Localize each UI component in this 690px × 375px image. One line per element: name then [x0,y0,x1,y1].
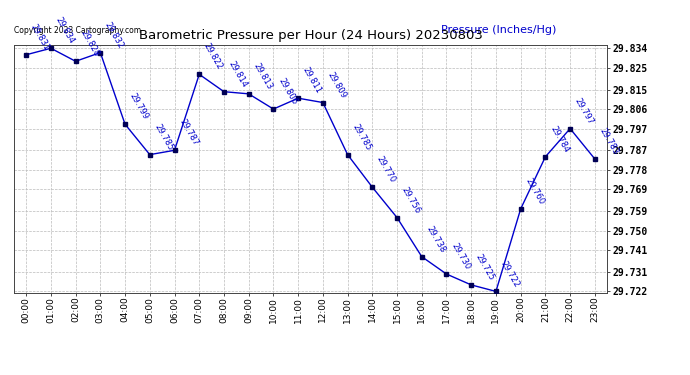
Text: 29.834: 29.834 [54,16,76,45]
Text: 29.828: 29.828 [79,29,101,58]
Text: 29.756: 29.756 [400,185,422,215]
Text: 29.811: 29.811 [301,66,323,95]
Text: 29.787: 29.787 [177,118,199,147]
Text: 29.806: 29.806 [276,76,299,106]
Text: 29.831: 29.831 [29,22,51,52]
Text: 29.813: 29.813 [251,62,274,91]
Text: 29.770: 29.770 [375,155,397,184]
Text: 29.822: 29.822 [202,42,224,72]
Text: 29.785: 29.785 [351,122,373,152]
Text: 29.832: 29.832 [103,20,126,50]
Text: 29.799: 29.799 [128,92,150,122]
Title: Barometric Pressure per Hour (24 Hours) 20230803: Barometric Pressure per Hour (24 Hours) … [139,30,482,42]
Text: 29.760: 29.760 [524,176,546,206]
Text: 29.797: 29.797 [573,96,595,126]
Text: Pressure (Inches/Hg): Pressure (Inches/Hg) [441,25,556,35]
Text: 29.725: 29.725 [474,252,496,282]
Text: 29.738: 29.738 [424,224,447,254]
Text: 29.784: 29.784 [548,124,571,154]
Text: 29.783: 29.783 [598,126,620,156]
Text: Copyright 2023 Cartography.com: Copyright 2023 Cartography.com [14,26,141,35]
Text: 29.809: 29.809 [326,70,348,100]
Text: 29.730: 29.730 [449,242,472,271]
Text: 29.814: 29.814 [227,59,249,89]
Text: 29.785: 29.785 [152,122,175,152]
Text: 29.722: 29.722 [499,259,521,289]
